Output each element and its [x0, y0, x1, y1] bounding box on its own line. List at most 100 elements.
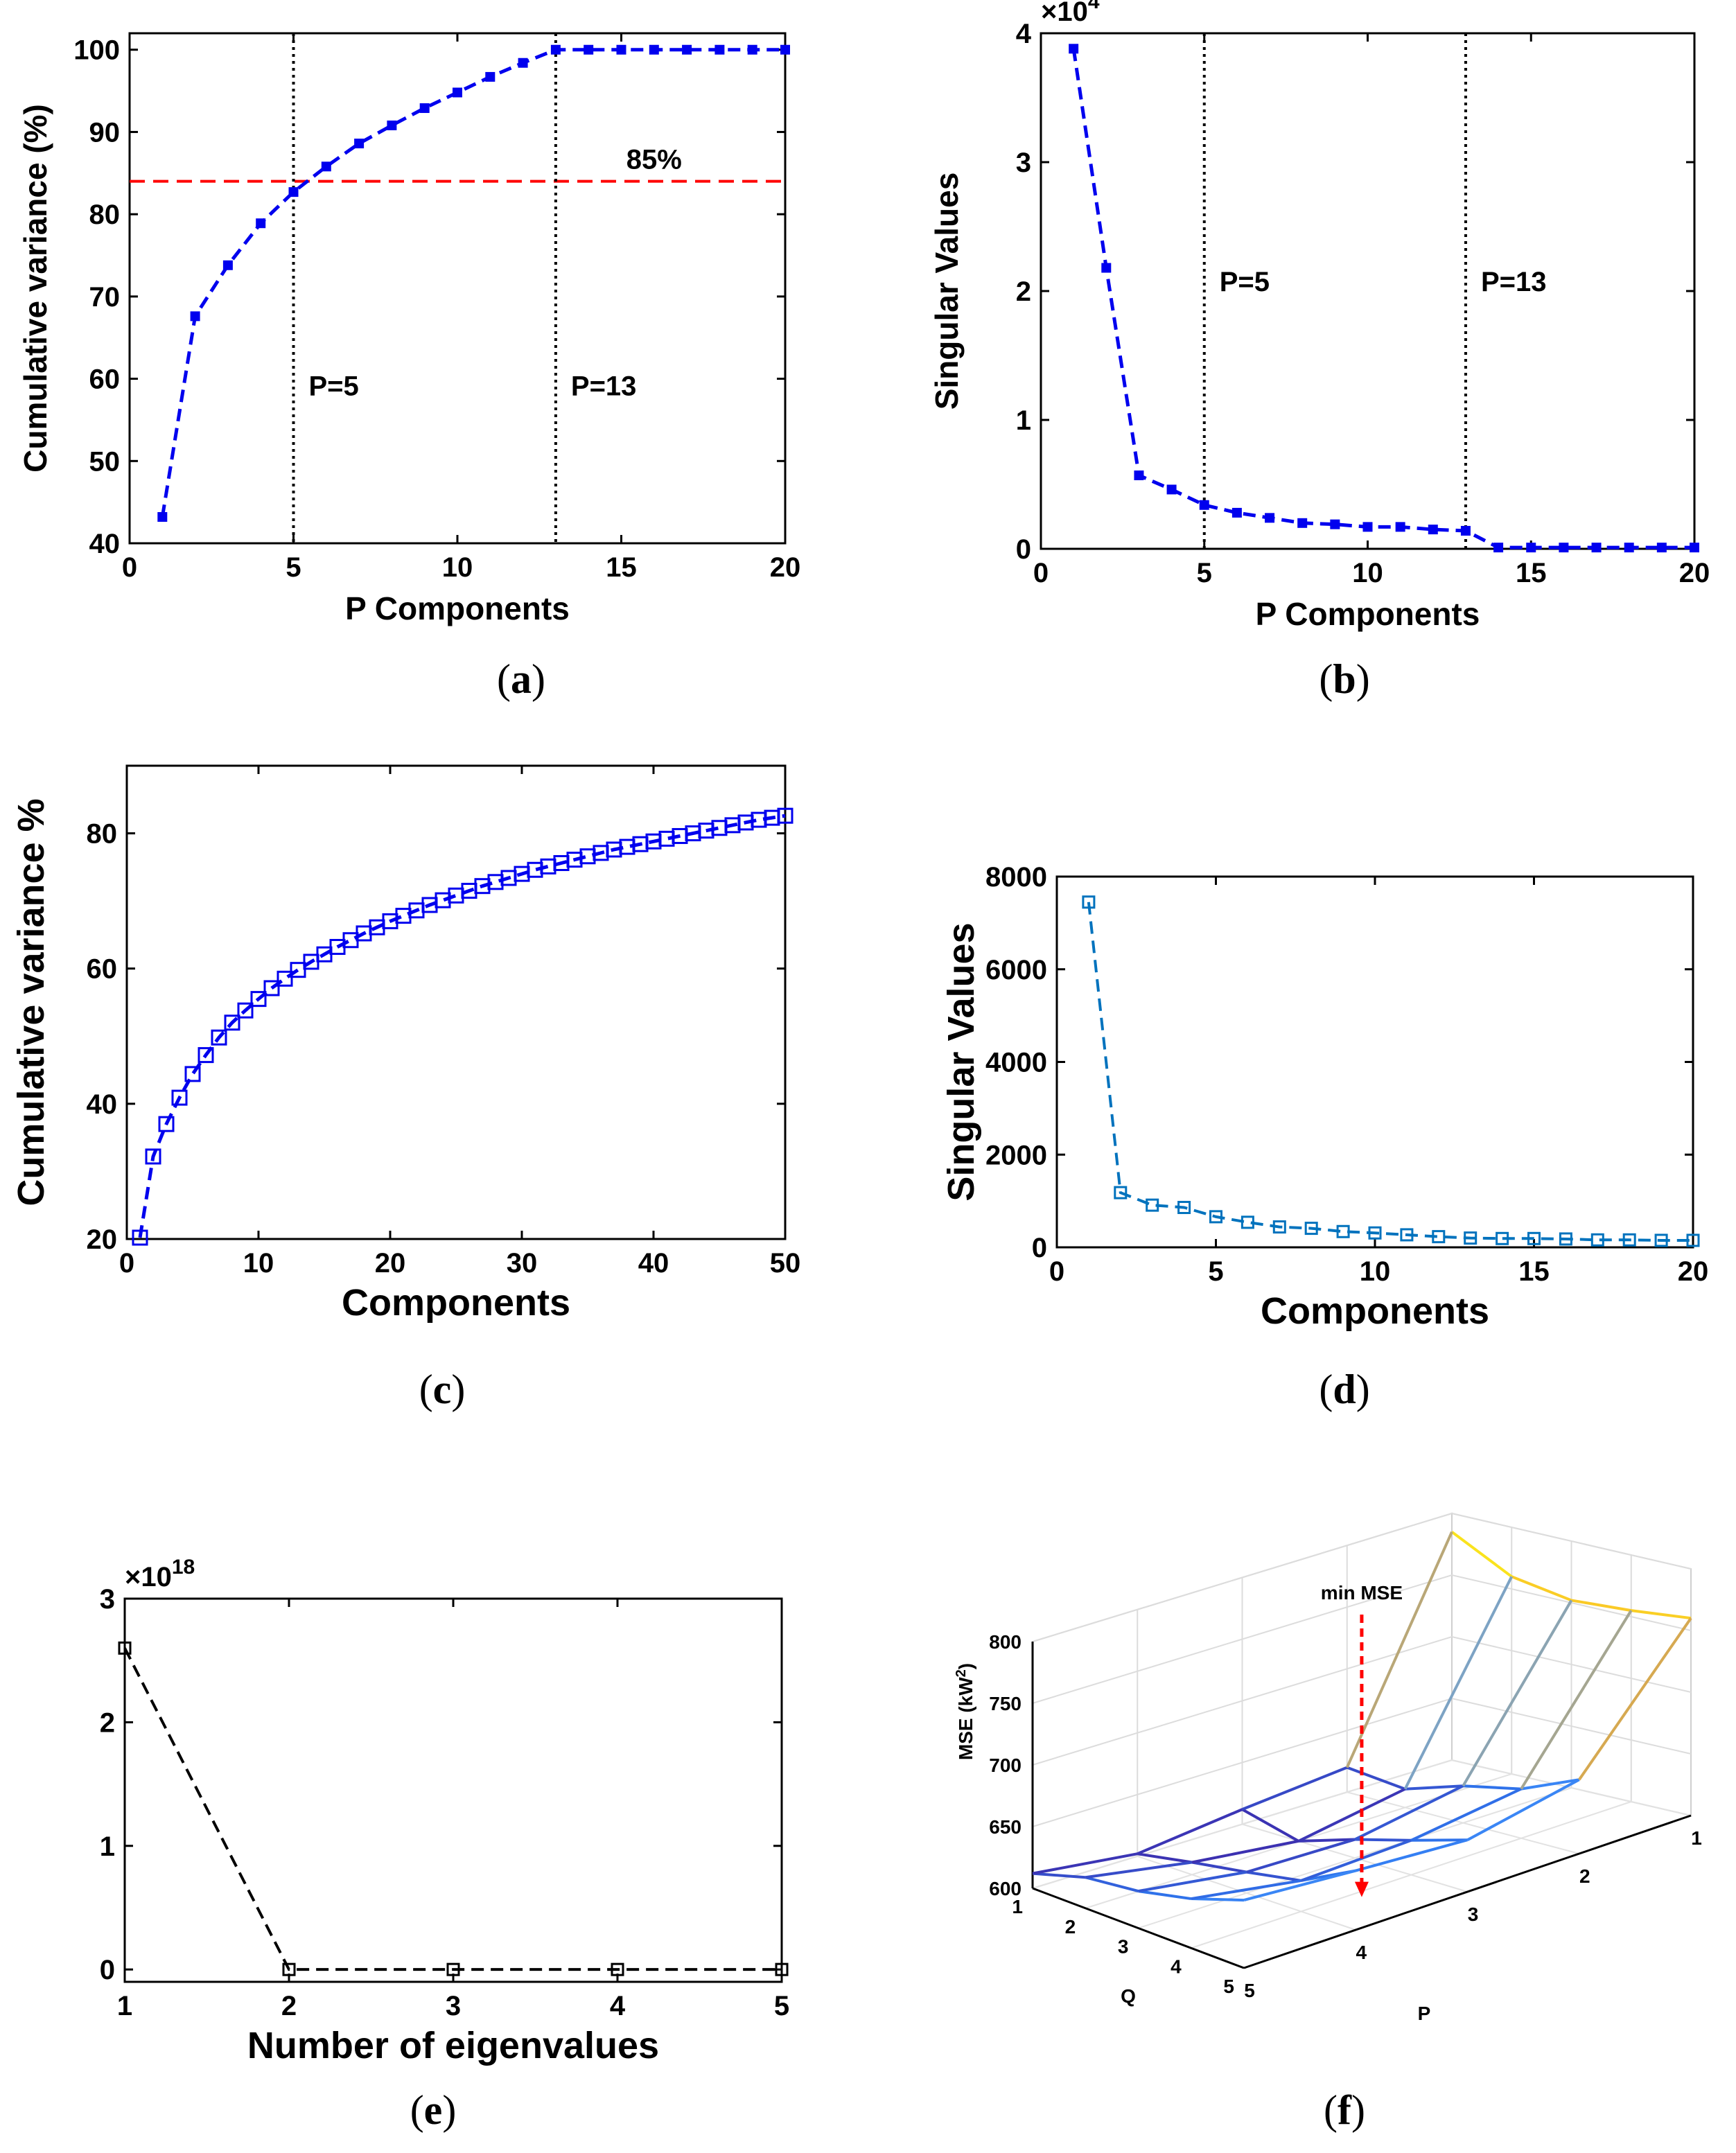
data-point — [190, 311, 200, 322]
panel-c: 0 10 20 30 40 50 20 40 60 80 Components Cumulative … — [10, 764, 800, 1412]
plot-frame — [128, 32, 787, 545]
floor-grid-line — [1137, 1855, 1356, 1931]
data-point — [250, 991, 267, 1008]
plot-frame — [1040, 32, 1696, 550]
y-tick-label: 70 — [89, 282, 121, 313]
y-tick-label: 2 — [1016, 276, 1031, 307]
surface-mesh-line — [1246, 1838, 1356, 1874]
data-point — [1368, 1226, 1382, 1240]
data-point — [616, 44, 626, 55]
y-tick-label: 100 — [73, 35, 120, 66]
y-tick-label: 3 — [1016, 148, 1031, 178]
data-point — [1464, 1231, 1478, 1245]
surface-mesh-line — [1520, 1778, 1580, 1791]
data-point — [682, 44, 692, 55]
data-point — [158, 1116, 175, 1132]
x-axis-label: Components — [1261, 1290, 1489, 1332]
data-point — [237, 1002, 254, 1019]
data-point — [1240, 1215, 1254, 1229]
min-mse-arrowhead — [1354, 1881, 1369, 1897]
data-point — [1496, 1231, 1509, 1245]
data-point — [485, 71, 496, 82]
data-point — [453, 87, 462, 98]
data-point — [1330, 519, 1340, 529]
data-point — [1460, 525, 1471, 536]
surface-mesh-line — [1085, 1876, 1139, 1893]
x-tick-label: 2 — [281, 1991, 297, 2021]
x-tick-label: 10 — [243, 1248, 274, 1278]
data-point — [1622, 1233, 1636, 1247]
x-tick-label: 0 — [119, 1248, 134, 1278]
wall-grid-line — [1032, 1574, 1692, 1704]
surface-mesh-line — [1345, 1531, 1453, 1768]
data-point — [1400, 1228, 1414, 1242]
surface-mesh-line — [1138, 1870, 1247, 1893]
data-point — [1265, 513, 1275, 523]
y-tick-label: 50 — [89, 446, 121, 477]
y-tick-label: 8000 — [985, 862, 1047, 893]
z-axis-label: MSE (kW2) — [954, 1663, 976, 1760]
plot-frame — [1055, 875, 1694, 1249]
data-point — [1297, 518, 1308, 528]
data-point — [518, 58, 528, 68]
data-point — [611, 1962, 624, 1976]
surface-mesh-line — [1032, 1872, 1086, 1879]
y-tick-label: 40 — [89, 529, 121, 559]
data-point — [354, 139, 365, 149]
data-point — [1526, 543, 1536, 553]
data-point — [777, 807, 794, 824]
z-tick-label: 750 — [989, 1693, 1022, 1714]
surface-mesh-line — [1137, 1808, 1243, 1856]
data-point — [157, 512, 168, 522]
data-point — [198, 1047, 214, 1064]
threshold-label: 85% — [626, 145, 682, 175]
y-tick-label: 4 — [1016, 19, 1032, 49]
data-point — [1199, 500, 1209, 510]
data-point — [1304, 1222, 1318, 1236]
q-axis-label: Q — [1121, 1985, 1136, 2007]
x-tick-label: 40 — [638, 1248, 669, 1278]
data-point — [1082, 895, 1096, 909]
data-point — [419, 103, 430, 114]
data-point — [1559, 1232, 1572, 1246]
data-point — [1527, 1231, 1541, 1245]
vline-label-p13: P=13 — [571, 371, 637, 401]
data-point — [1362, 522, 1373, 532]
x-tick-label: 10 — [442, 552, 473, 583]
data-point — [1166, 484, 1177, 495]
x-tick-label: 30 — [507, 1248, 538, 1278]
z-tick-label: 650 — [989, 1816, 1022, 1838]
y-tick-label: 2 — [100, 1707, 115, 1738]
data-point — [290, 962, 306, 978]
q-tick-label: 5 — [1223, 1976, 1234, 1997]
vline-label-p5: P=5 — [309, 371, 359, 401]
y-tick-label: 20 — [87, 1224, 118, 1255]
x-axis-label: Number of eigenvalues — [247, 2025, 659, 2066]
surface-mesh-line — [1347, 1766, 1406, 1791]
y-tick-label: 0 — [1032, 1233, 1047, 1263]
x-tick-label: 20 — [1679, 558, 1710, 588]
p-tick-label: 3 — [1468, 1904, 1479, 1925]
x-tick-label: 15 — [1518, 1256, 1550, 1287]
x-tick-label: 0 — [122, 552, 137, 583]
x-axis-label: P Components — [345, 590, 570, 626]
data-point — [1114, 1186, 1128, 1199]
y-tick-label: 1 — [100, 1831, 115, 1862]
y-tick-label: 1 — [1016, 405, 1031, 436]
x-tick-label: 10 — [1352, 558, 1383, 588]
min-mse-label: min MSE — [1321, 1582, 1403, 1603]
q-axis-line — [1032, 1887, 1245, 1969]
surface-mesh-line — [1511, 1575, 1572, 1602]
data-point — [747, 44, 757, 55]
floor-grid-line — [1138, 1787, 1572, 1929]
y-axis-label: Singular Values — [940, 922, 982, 1201]
wall-grid-line — [1032, 1512, 1692, 1642]
x-tick-label: 4 — [610, 1991, 626, 2021]
x-tick-label: 20 — [375, 1248, 406, 1278]
surface-mesh-line — [1241, 1808, 1299, 1843]
surface-mesh-line — [1297, 1787, 1406, 1843]
data-point — [780, 44, 790, 55]
y-tick-label: 40 — [87, 1089, 118, 1120]
surface-mesh-line — [1410, 1787, 1522, 1842]
